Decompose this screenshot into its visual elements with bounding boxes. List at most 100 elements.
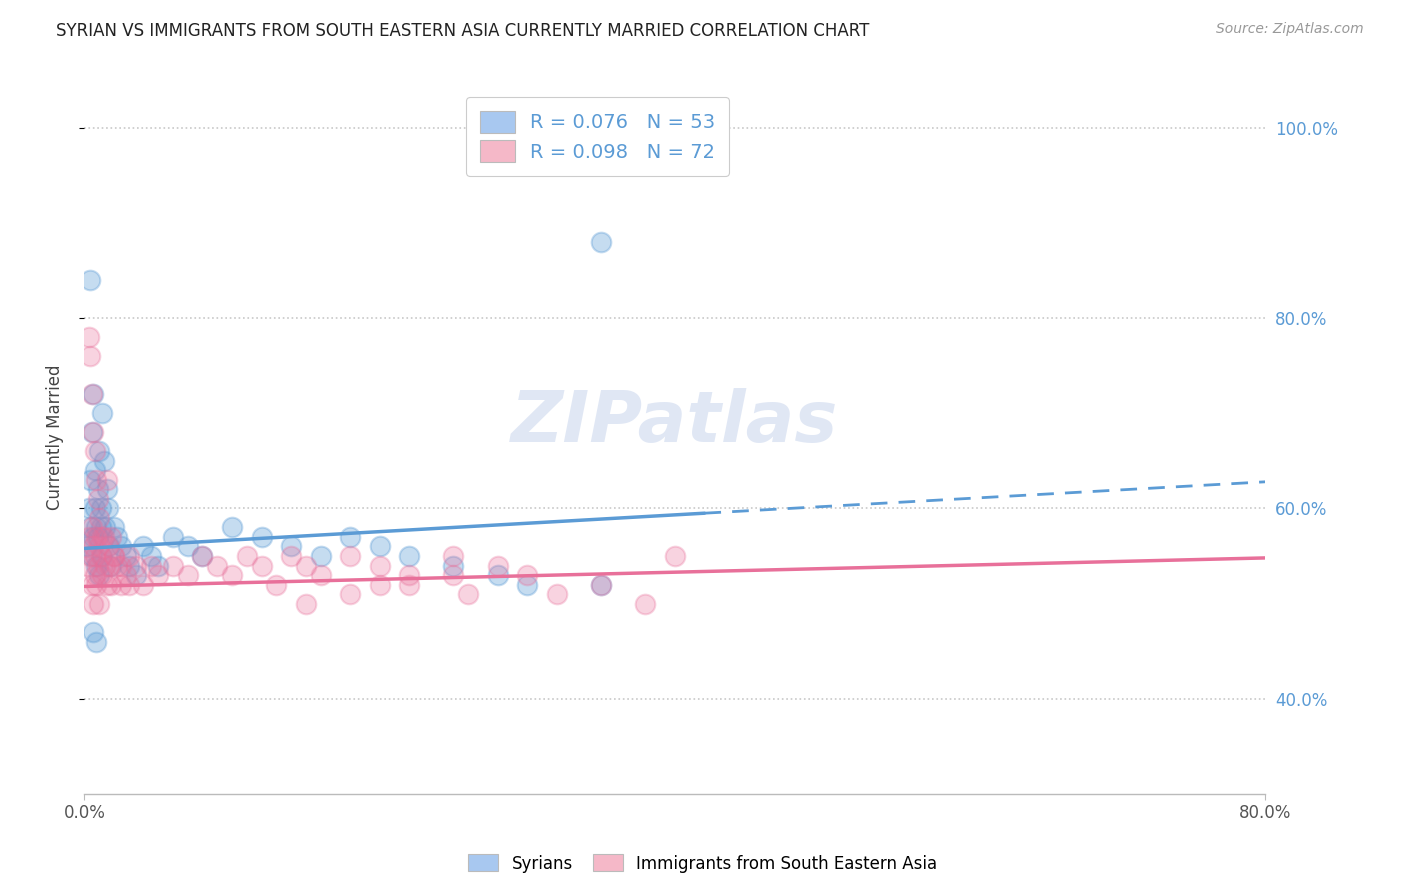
Point xyxy=(457,587,479,601)
Point xyxy=(79,520,101,534)
Point xyxy=(97,501,120,516)
Point xyxy=(516,568,538,582)
Point xyxy=(100,577,122,591)
Point xyxy=(82,425,104,440)
Point xyxy=(90,501,112,516)
Point xyxy=(77,330,100,344)
Point xyxy=(236,549,259,563)
Point xyxy=(86,491,108,506)
Point xyxy=(94,520,117,534)
Point xyxy=(98,540,121,554)
Point xyxy=(250,558,273,573)
Point xyxy=(295,558,318,573)
Point xyxy=(80,577,103,591)
Point xyxy=(398,568,420,582)
Point xyxy=(441,568,464,582)
Point xyxy=(80,549,103,563)
Point xyxy=(110,558,132,573)
Point xyxy=(664,549,686,563)
Point xyxy=(76,558,98,573)
Point xyxy=(148,558,170,573)
Point xyxy=(83,444,105,458)
Point xyxy=(79,549,101,563)
Point xyxy=(148,568,170,582)
Point xyxy=(368,558,391,573)
Point xyxy=(191,549,214,563)
Point xyxy=(162,530,184,544)
Point xyxy=(84,634,107,648)
Point xyxy=(79,349,101,363)
Point xyxy=(83,463,105,477)
Point xyxy=(125,558,148,573)
Point xyxy=(634,597,657,611)
Point xyxy=(91,568,114,582)
Point xyxy=(94,558,117,573)
Point xyxy=(90,520,112,534)
Point xyxy=(591,577,613,591)
Point xyxy=(82,387,104,401)
Point xyxy=(191,549,214,563)
Point xyxy=(486,568,509,582)
Point xyxy=(110,577,132,591)
Point xyxy=(118,549,141,563)
Text: SYRIAN VS IMMIGRANTS FROM SOUTH EASTERN ASIA CURRENTLY MARRIED CORRELATION CHART: SYRIAN VS IMMIGRANTS FROM SOUTH EASTERN … xyxy=(56,22,870,40)
Point xyxy=(105,558,128,573)
Point xyxy=(280,549,302,563)
Point xyxy=(114,568,136,582)
Point xyxy=(96,483,118,497)
Point xyxy=(309,568,332,582)
Point xyxy=(83,568,105,582)
Y-axis label: Currently Married: Currently Married xyxy=(45,364,63,510)
Point xyxy=(110,540,132,554)
Point xyxy=(79,273,101,287)
Text: ZIPatlas: ZIPatlas xyxy=(512,388,838,458)
Point xyxy=(93,530,115,544)
Point xyxy=(591,235,613,249)
Point xyxy=(91,530,114,544)
Point xyxy=(368,577,391,591)
Point xyxy=(139,558,162,573)
Point xyxy=(84,530,107,544)
Point xyxy=(139,549,162,563)
Point xyxy=(339,530,361,544)
Point xyxy=(90,549,112,563)
Point xyxy=(264,577,288,591)
Point xyxy=(89,511,111,525)
Point xyxy=(339,549,361,563)
Point xyxy=(486,558,509,573)
Point xyxy=(280,540,302,554)
Point xyxy=(77,530,100,544)
Point xyxy=(368,540,391,554)
Point xyxy=(86,483,108,497)
Point xyxy=(80,520,103,534)
Point xyxy=(91,549,114,563)
Point xyxy=(82,530,104,544)
Point xyxy=(96,577,118,591)
Point xyxy=(105,530,128,544)
Point xyxy=(100,558,122,573)
Point xyxy=(84,520,107,534)
Point xyxy=(398,577,420,591)
Point xyxy=(221,568,243,582)
Point xyxy=(89,597,111,611)
Point xyxy=(84,577,107,591)
Point xyxy=(89,568,111,582)
Point xyxy=(97,540,120,554)
Point xyxy=(132,577,155,591)
Point xyxy=(86,530,108,544)
Point xyxy=(177,540,200,554)
Point xyxy=(118,558,141,573)
Point xyxy=(82,625,104,640)
Point xyxy=(398,549,420,563)
Point xyxy=(100,530,122,544)
Point xyxy=(84,473,107,487)
Point xyxy=(77,501,100,516)
Point xyxy=(441,558,464,573)
Point xyxy=(103,520,125,534)
Point xyxy=(546,587,568,601)
Point xyxy=(221,520,243,534)
Point xyxy=(516,577,538,591)
Point xyxy=(76,540,98,554)
Point xyxy=(93,454,115,468)
Point xyxy=(205,558,228,573)
